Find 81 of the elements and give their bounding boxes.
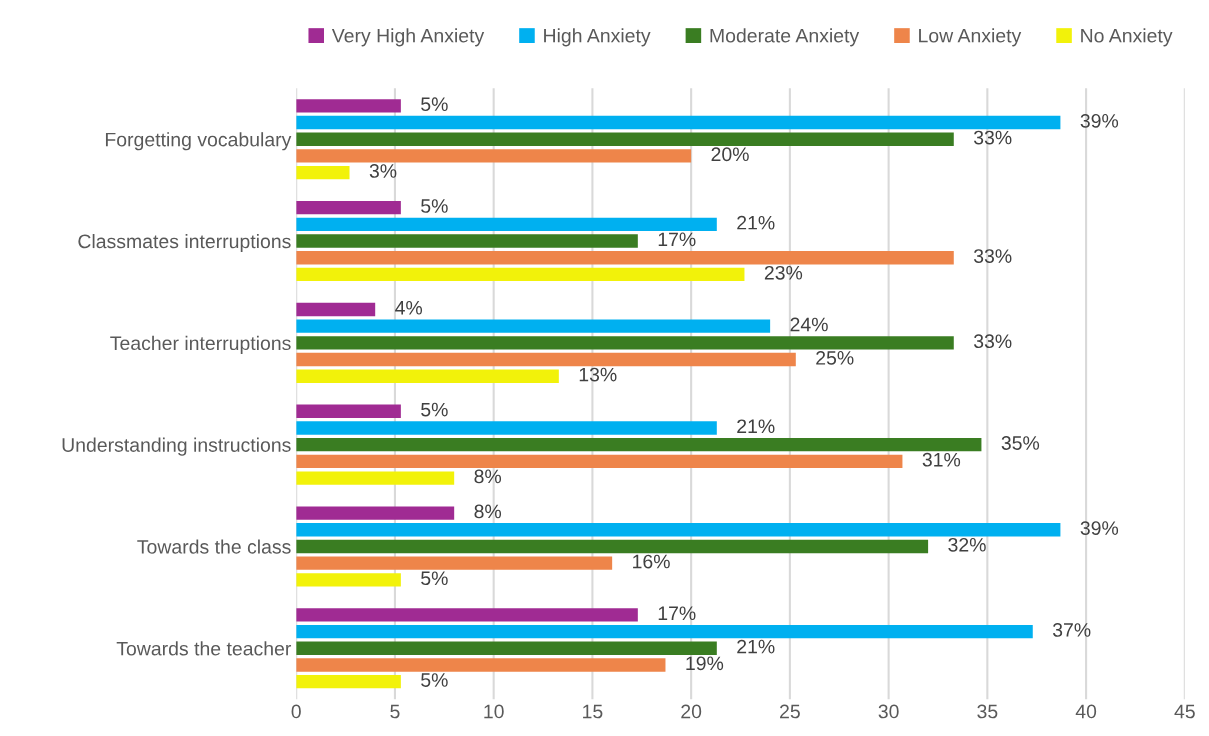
bar [296,641,717,655]
data-label: 19% [686,656,724,671]
x-tick-label: 45 [1174,704,1195,719]
bar [296,369,559,383]
y-tick-label: Towards the class [137,539,291,554]
data-label: 35% [1001,436,1040,450]
x-tick-label: 15 [583,704,603,719]
x-tick-label: 0 [291,704,301,719]
bar [296,573,401,587]
data-label: 33% [973,249,1012,263]
data-label: 20% [711,147,749,162]
bar [296,302,376,317]
bar [296,352,796,367]
data-label: 21% [737,639,775,654]
data-label: 33% [973,334,1012,349]
bar [296,251,954,265]
bar [296,471,455,485]
data-label: 31% [922,452,961,467]
bar [296,506,455,520]
data-label: 3% [369,164,397,178]
data-label: 39% [1080,521,1119,535]
bar [296,556,613,570]
bar [296,267,745,282]
data-label: 23% [764,265,803,280]
bar [296,523,1061,537]
data-label: 32% [948,537,986,552]
bar [296,437,982,452]
bar [296,421,717,435]
bar [296,404,401,418]
bar [296,165,350,180]
data-label: 5% [421,199,448,213]
x-tick-label: 5 [390,704,400,719]
y-tick-label: Classmates interruptions [78,233,291,253]
data-label: 5% [421,673,448,687]
bar [296,200,401,215]
data-label: 21% [737,215,775,230]
data-label: 25% [816,351,854,365]
bar [296,115,1061,130]
bar [296,658,666,672]
legend-label: Very High Anxiety [331,28,485,47]
bar [296,99,401,113]
y-tick-label: Understanding instructions [62,437,291,456]
y-tick-label: Teacher interruptions [110,335,291,354]
data-label: 37% [1052,623,1091,637]
x-tick-label: 25 [780,704,800,719]
y-tick-label: Towards the teacher [116,641,292,656]
bar [296,319,771,333]
data-label: 13% [579,367,617,382]
data-label: 4% [395,300,423,315]
bar [296,608,638,622]
x-tick-label: 35 [977,704,998,719]
legend-label: High Anxiety [544,28,651,47]
x-tick-label: 40 [1075,704,1097,719]
data-label: 17% [658,606,696,621]
data-label: 5% [421,402,448,417]
bar [296,675,401,689]
bar [296,217,717,232]
bar [296,624,1033,639]
bar [296,539,929,554]
data-label: 24% [790,317,828,332]
data-label: 8% [474,504,502,519]
bar [296,336,954,350]
bar [296,234,638,248]
x-tick-label: 30 [878,704,899,719]
x-tick-label: 10 [484,704,504,719]
data-label: 8% [474,469,502,484]
legend-label: No Anxiety [1081,28,1173,47]
y-tick-label: Forgetting vocabulary [105,132,292,151]
legend-label: Low Anxiety [919,28,1022,47]
data-label: 5% [421,97,448,112]
data-label: 17% [658,232,696,247]
data-label: 21% [737,419,775,434]
bar [296,149,692,163]
data-label: 16% [633,554,670,569]
x-tick-label: 20 [681,704,702,719]
data-label: 33% [973,130,1012,145]
legend-label: Moderate Anxiety [710,28,860,47]
bar [296,132,954,146]
data-label: 39% [1080,113,1119,128]
data-label: 5% [421,571,448,586]
bar [296,454,903,469]
